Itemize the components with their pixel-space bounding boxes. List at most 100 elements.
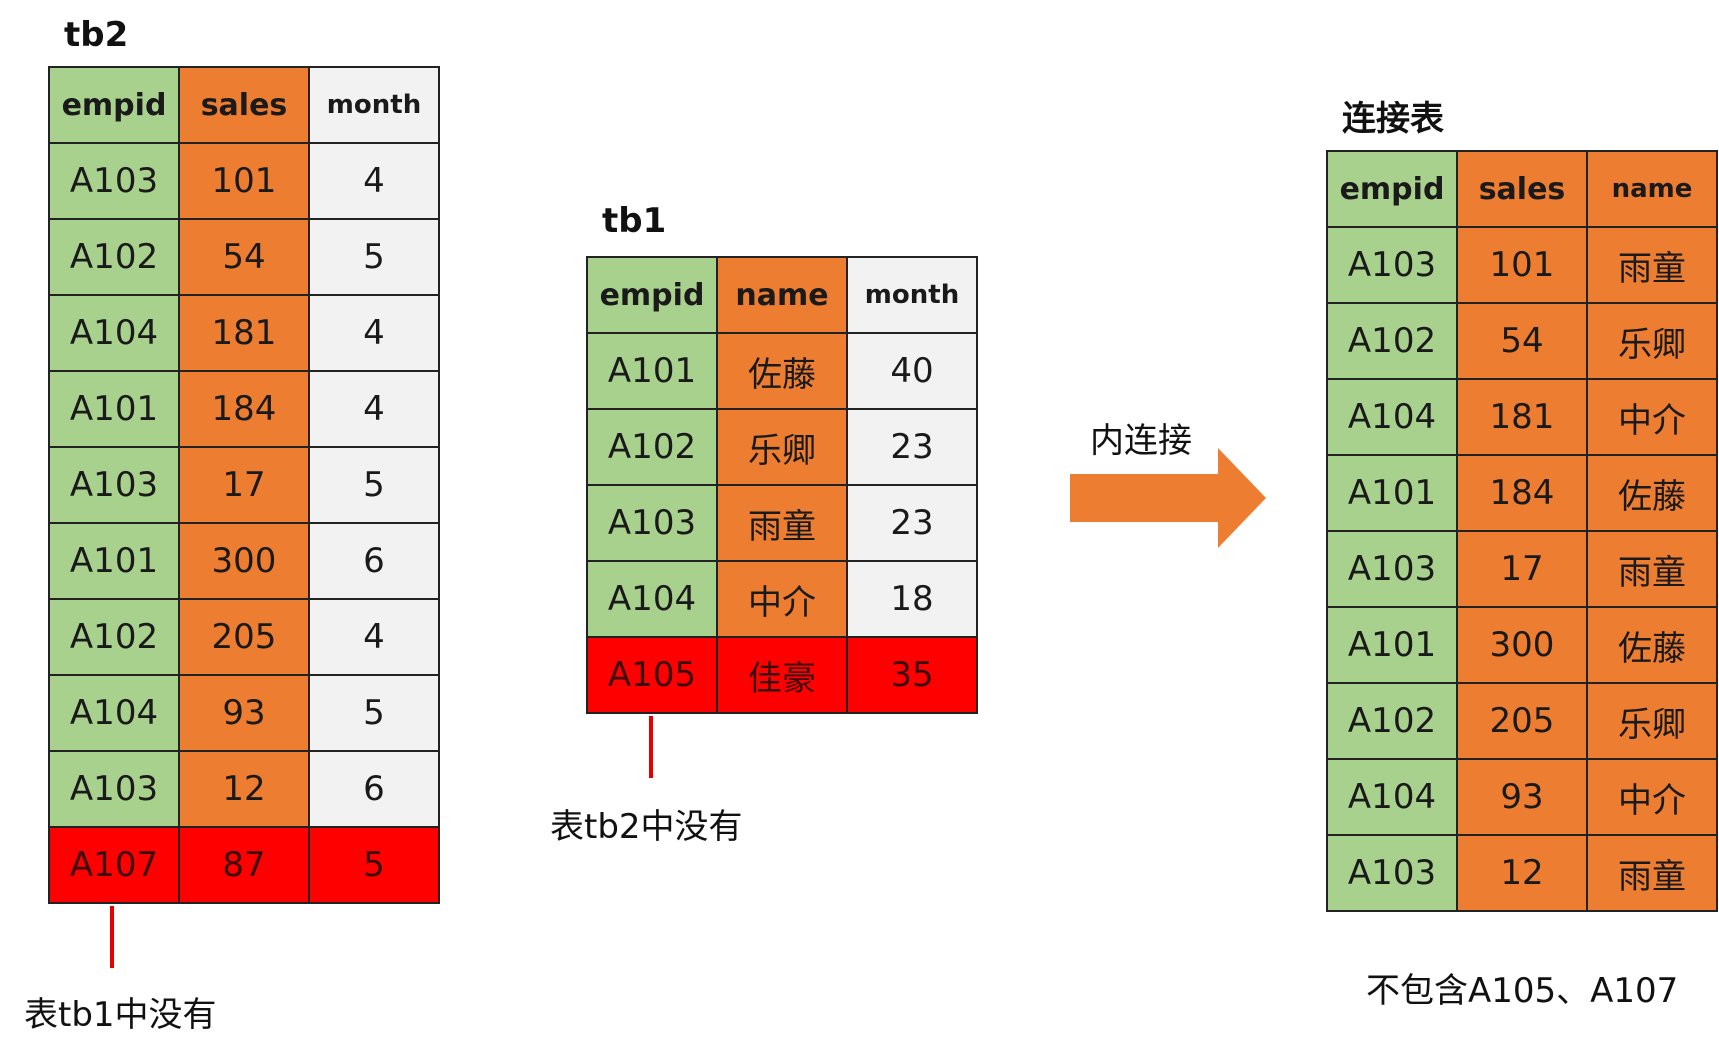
table-cell: 93 <box>178 674 310 752</box>
column-header: month <box>308 66 440 144</box>
table-cell: 4 <box>308 294 440 372</box>
arrow-shape <box>1070 448 1266 548</box>
table-cell: 184 <box>1456 454 1588 532</box>
table-cell: A105 <box>586 636 718 714</box>
table-cell: 12 <box>1456 834 1588 912</box>
table-row: A104 93 中介 <box>1326 758 1718 836</box>
table-row: A102 205 乐卿 <box>1326 682 1718 760</box>
table-cell: A107 <box>48 826 180 904</box>
right-arrow-icon <box>1070 448 1266 548</box>
table-cell: 佐藤 <box>1586 606 1718 684</box>
table-header-row: empid sales month <box>48 66 440 144</box>
table-cell: A101 <box>48 522 180 600</box>
table-cell: 6 <box>308 522 440 600</box>
table-cell: A103 <box>1326 226 1458 304</box>
table-cell: 雨童 <box>1586 226 1718 304</box>
table-row: A104 93 5 <box>48 674 440 752</box>
tb1-table: empid name month A101 佐藤 40 A102 乐卿 23 A… <box>586 256 978 714</box>
column-header: month <box>846 256 978 334</box>
table-cell: 5 <box>308 674 440 752</box>
table-cell: A103 <box>1326 834 1458 912</box>
table-cell: 101 <box>178 142 310 220</box>
column-header: sales <box>1456 150 1588 228</box>
table-cell: 中介 <box>1586 378 1718 456</box>
joined-note: 不包含A105、A107 <box>1366 971 1679 1011</box>
tb1-callout-line <box>649 716 653 778</box>
table-cell: 181 <box>1456 378 1588 456</box>
table-row: A103 17 雨童 <box>1326 530 1718 608</box>
table-cell: 4 <box>308 370 440 448</box>
table-header-row: empid sales name <box>1326 150 1718 228</box>
table-row: A101 184 4 <box>48 370 440 448</box>
table-cell: 5 <box>308 446 440 524</box>
table-cell: 4 <box>308 142 440 220</box>
column-header: empid <box>1326 150 1458 228</box>
table-cell: A101 <box>586 332 718 410</box>
table-row: A104 181 中介 <box>1326 378 1718 456</box>
table-cell: 54 <box>178 218 310 296</box>
tb2-callout-line <box>110 906 114 968</box>
table-row: A102 54 5 <box>48 218 440 296</box>
table-row-unmatched: A105 佳豪 35 <box>586 636 978 714</box>
column-header: name <box>1586 150 1718 228</box>
table-cell: 5 <box>308 826 440 904</box>
table-cell: 54 <box>1456 302 1588 380</box>
tb1-title: tb1 <box>602 201 667 241</box>
table-cell: 17 <box>1456 530 1588 608</box>
table-cell: 佐藤 <box>1586 454 1718 532</box>
table-cell: A104 <box>48 674 180 752</box>
table-cell: A101 <box>1326 606 1458 684</box>
table-cell: A104 <box>586 560 718 638</box>
table-cell: 乐卿 <box>1586 682 1718 760</box>
table-cell: 5 <box>308 218 440 296</box>
table-cell: A103 <box>1326 530 1458 608</box>
table-cell: 18 <box>846 560 978 638</box>
table-header-row: empid name month <box>586 256 978 334</box>
table-cell: 佐藤 <box>716 332 848 410</box>
table-cell: 4 <box>308 598 440 676</box>
table-cell: A104 <box>1326 758 1458 836</box>
table-cell: 181 <box>178 294 310 372</box>
table-cell: 17 <box>178 446 310 524</box>
column-header: sales <box>178 66 310 144</box>
table-cell: A102 <box>48 218 180 296</box>
table-row: A104 中介 18 <box>586 560 978 638</box>
table-row: A102 205 4 <box>48 598 440 676</box>
column-header: empid <box>586 256 718 334</box>
table-cell: A103 <box>48 142 180 220</box>
table-row: A103 12 雨童 <box>1326 834 1718 912</box>
table-row-unmatched: A107 87 5 <box>48 826 440 904</box>
tb2-table: empid sales month A103 101 4 A102 54 5 A… <box>48 66 440 904</box>
table-cell: 101 <box>1456 226 1588 304</box>
table-cell: A102 <box>1326 302 1458 380</box>
table-cell: 40 <box>846 332 978 410</box>
table-cell: 35 <box>846 636 978 714</box>
table-cell: A104 <box>1326 378 1458 456</box>
table-row: A101 184 佐藤 <box>1326 454 1718 532</box>
table-cell: A101 <box>48 370 180 448</box>
table-row: A104 181 4 <box>48 294 440 372</box>
table-cell: 23 <box>846 484 978 562</box>
tb2-title: tb2 <box>64 15 129 55</box>
table-cell: 300 <box>1456 606 1588 684</box>
table-row: A101 佐藤 40 <box>586 332 978 410</box>
table-cell: 雨童 <box>716 484 848 562</box>
table-cell: 雨童 <box>1586 530 1718 608</box>
table-cell: 12 <box>178 750 310 828</box>
table-row: A103 101 雨童 <box>1326 226 1718 304</box>
table-row: A101 300 佐藤 <box>1326 606 1718 684</box>
joined-title: 连接表 <box>1342 99 1444 139</box>
table-row: A102 乐卿 23 <box>586 408 978 486</box>
table-cell: A103 <box>48 750 180 828</box>
table-cell: 佳豪 <box>716 636 848 714</box>
table-cell: 中介 <box>1586 758 1718 836</box>
table-cell: 中介 <box>716 560 848 638</box>
table-cell: A102 <box>48 598 180 676</box>
table-cell: 乐卿 <box>1586 302 1718 380</box>
arrow-label: 内连接 <box>1090 421 1192 461</box>
column-header: empid <box>48 66 180 144</box>
table-cell: A102 <box>586 408 718 486</box>
table-cell: A101 <box>1326 454 1458 532</box>
tb2-callout-note: 表tb1中没有 <box>24 995 217 1035</box>
table-cell: 乐卿 <box>716 408 848 486</box>
